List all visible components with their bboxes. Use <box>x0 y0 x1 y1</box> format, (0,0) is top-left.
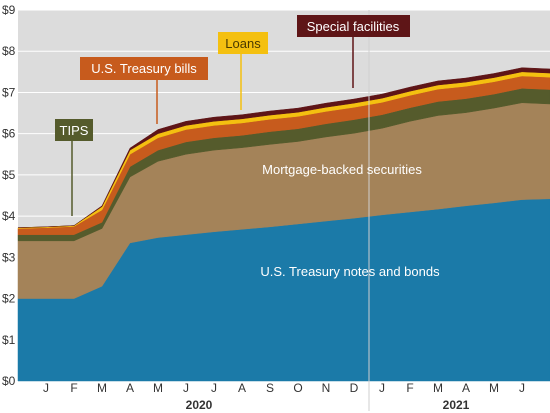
x-tick-label: J <box>379 381 385 395</box>
bills-callout-box <box>80 57 208 80</box>
special-callout-label: Special facilities <box>307 19 400 34</box>
x-tick-label: O <box>293 381 302 395</box>
y-tick-label: $4 <box>2 209 16 223</box>
x-tick-label: F <box>406 381 413 395</box>
y-tick-label: $5 <box>2 168 16 182</box>
y-axis: $0 $1 $2 $3 $4 $5 $6 $7 $8 $9 <box>2 3 16 388</box>
x-tick-label: A <box>238 381 246 395</box>
y-tick-label: $1 <box>2 333 16 347</box>
y-tick-label: $7 <box>2 85 16 99</box>
area-special-facilities <box>17 67 550 228</box>
y-tick-label: $8 <box>2 44 16 58</box>
tips-callout-box <box>55 119 93 141</box>
x-tick-label: S <box>266 381 274 395</box>
series-label-notes-bonds: U.S. Treasury notes and bonds <box>260 264 440 279</box>
x-tick-label: M <box>153 381 163 395</box>
x-tick-label: M <box>489 381 499 395</box>
y-tick-label: $9 <box>2 3 16 17</box>
series-label-mbs: Mortgage-backed securities <box>262 162 422 177</box>
year-label-2021: 2021 <box>443 398 470 412</box>
x-tick-label: J <box>183 381 189 395</box>
x-tick-label: D <box>350 381 359 395</box>
y-tick-label: $0 <box>2 374 16 388</box>
x-tick-label: A <box>462 381 470 395</box>
stacked-areas <box>17 67 550 382</box>
x-tick-label: J <box>519 381 525 395</box>
x-tick-label: N <box>322 381 331 395</box>
x-tick-label: M <box>97 381 107 395</box>
x-tick-label: F <box>70 381 77 395</box>
special-callout-box <box>297 15 410 37</box>
x-tick-label: A <box>126 381 134 395</box>
y-tick-label: $2 <box>2 292 16 306</box>
x-tick-label: M <box>433 381 443 395</box>
x-tick-label: J <box>43 381 49 395</box>
loans-callout-box <box>218 32 268 54</box>
loans-callout-label: Loans <box>225 36 261 51</box>
y-tick-label: $3 <box>2 250 16 264</box>
bills-callout-label: U.S. Treasury bills <box>91 61 197 76</box>
year-label-2020: 2020 <box>186 398 213 412</box>
x-tick-label: J <box>211 381 217 395</box>
y-tick-label: $6 <box>2 127 16 141</box>
tips-callout-label: TIPS <box>60 123 89 138</box>
